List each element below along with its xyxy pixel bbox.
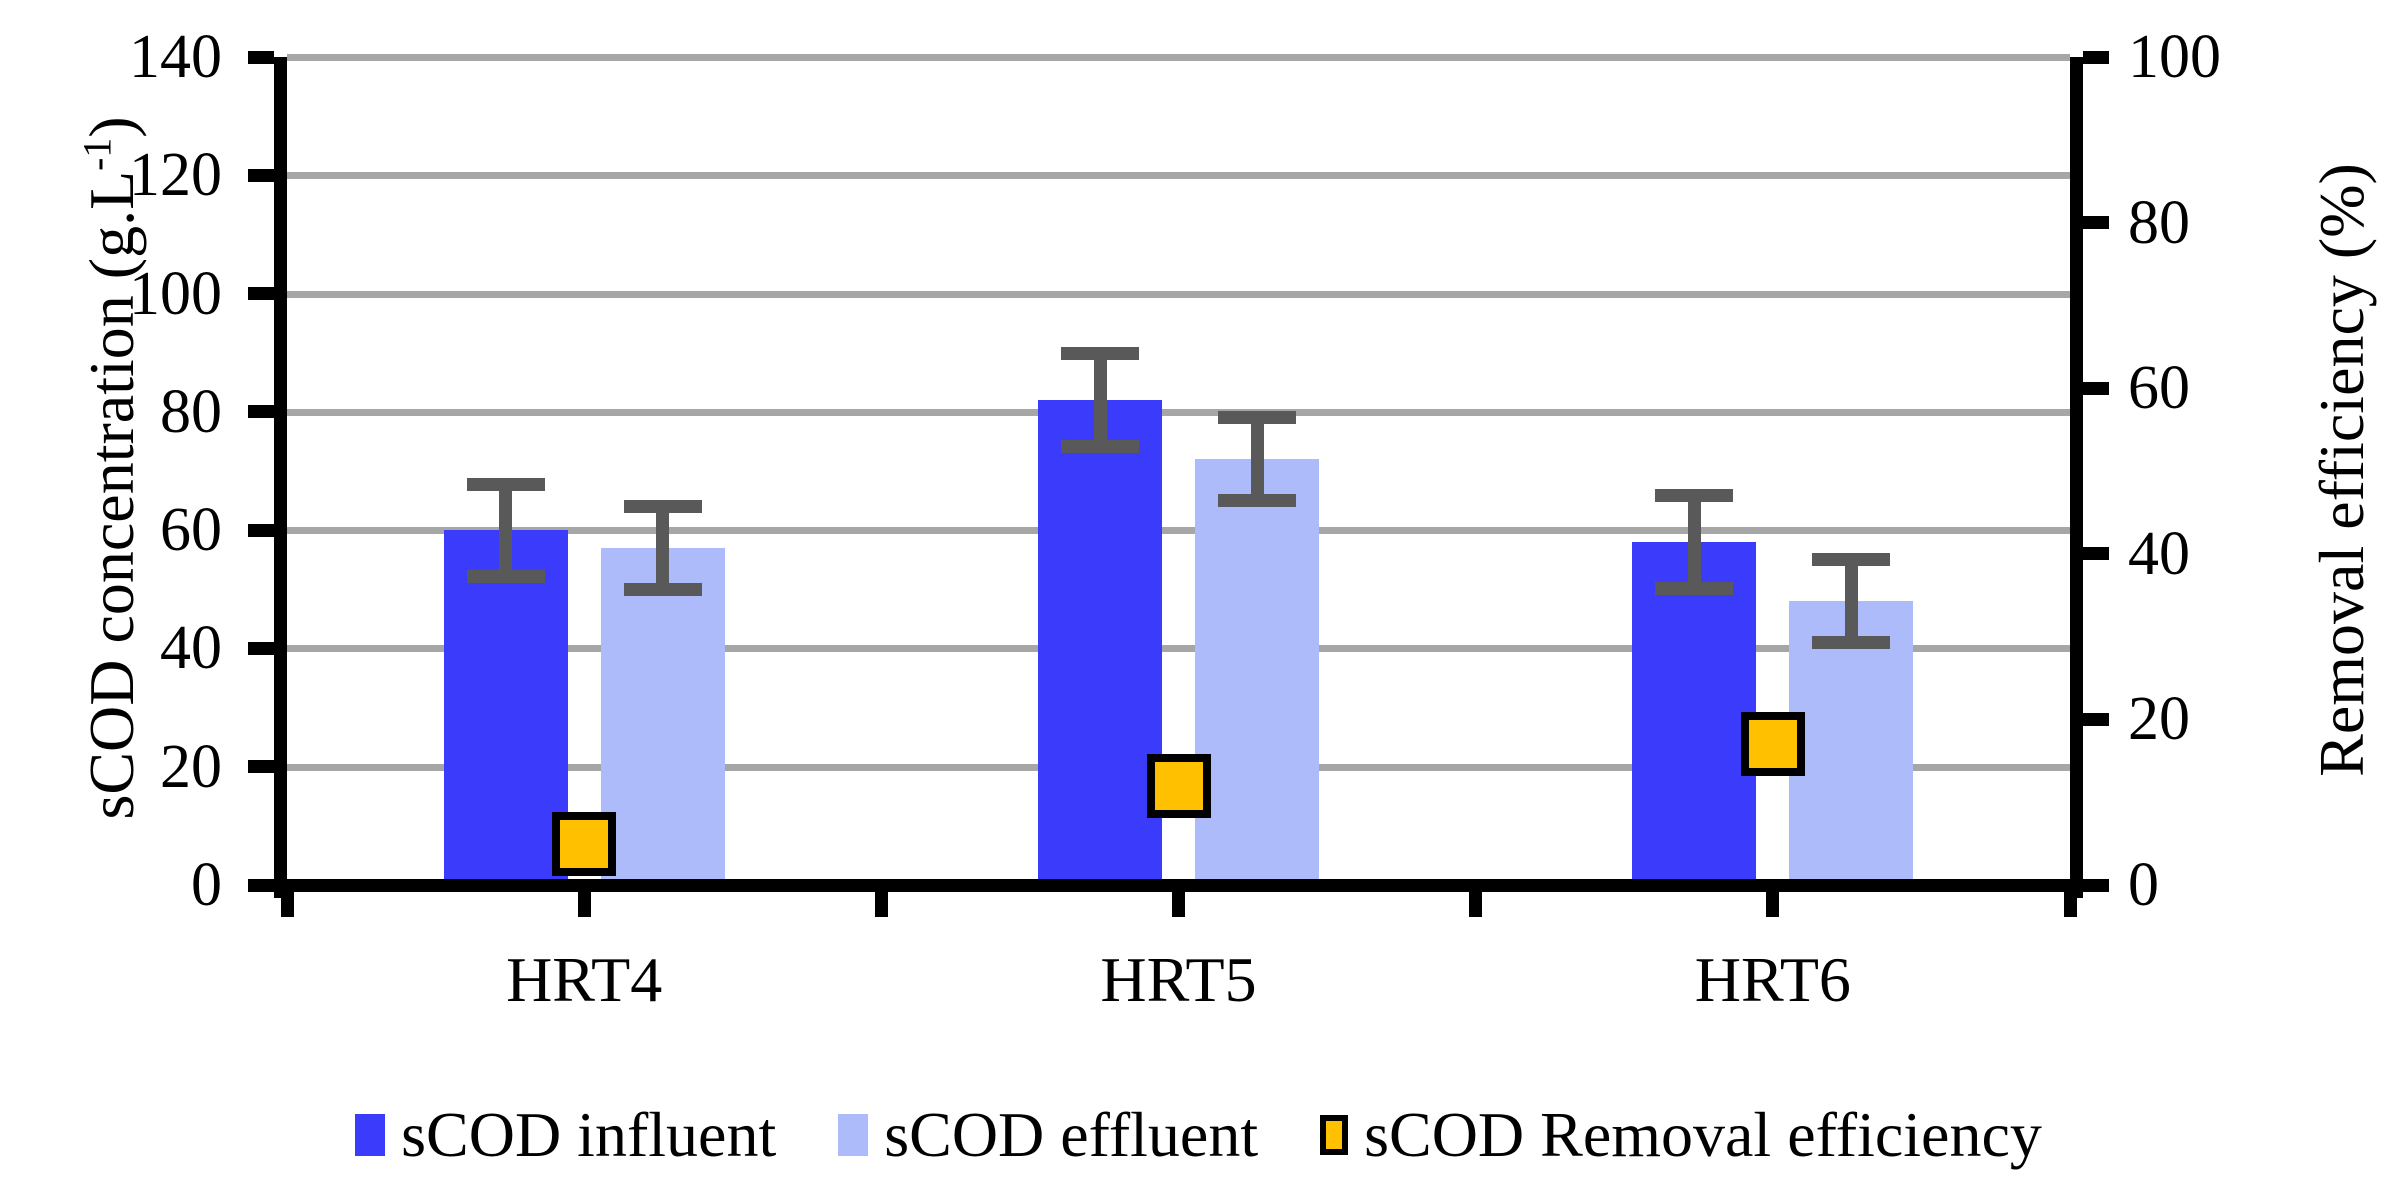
left-axis-tick (248, 878, 274, 892)
x-axis-tick (1766, 892, 1780, 917)
left-axis-title-close: ) (76, 116, 147, 138)
right-axis-tick (2083, 216, 2109, 230)
error-bar-cap (623, 499, 702, 513)
gridline (287, 408, 2070, 416)
bar-influent-HRT6 (1632, 541, 1757, 885)
left-axis-tick (248, 760, 274, 774)
error-bar-line (1687, 495, 1701, 589)
x-axis-tick (874, 892, 888, 917)
removal-marker-HRT5 (1146, 753, 1211, 818)
right-axis-line (2070, 57, 2083, 898)
gridline (287, 527, 2070, 535)
category-label-HRT6: HRT6 (1694, 944, 1851, 1015)
left-axis-title: sCOD concentration (g.L-1) (76, 116, 147, 819)
right-axis-tick-label: 0 (2128, 851, 2159, 919)
right-axis-tick-label: 40 (2128, 519, 2190, 588)
bar-effluent-HRT5 (1195, 459, 1319, 885)
gridline (287, 172, 2070, 180)
left-axis-tick-label: 40 (160, 614, 222, 683)
right-axis-tick (2083, 50, 2109, 64)
legend: sCOD influent sCOD effluent sCOD Removal… (0, 1098, 2397, 1172)
x-axis-tick (2063, 892, 2077, 917)
legend-item-influent: sCOD influent (355, 1098, 776, 1172)
right-axis-tick-label: 80 (2128, 188, 2190, 257)
category-label-HRT5: HRT5 (1100, 944, 1257, 1015)
left-axis-tick (248, 641, 274, 655)
left-axis-tick-label: 120 (129, 141, 222, 210)
legend-item-effluent: sCOD effluent (838, 1098, 1258, 1172)
error-bar-cap (1061, 439, 1139, 453)
x-axis-tick (1469, 892, 1483, 917)
left-axis-tick-label: 20 (160, 732, 222, 801)
gridline (287, 645, 2070, 653)
error-bar-cap (1218, 411, 1296, 425)
removal-marker-swatch (1320, 1115, 1349, 1155)
error-bar-cap (1812, 636, 1891, 649)
legend-item-removal: sCOD Removal efficiency (1320, 1098, 2042, 1172)
x-axis-tick (577, 892, 591, 917)
error-bar-cap (1812, 553, 1891, 567)
left-axis-tick (248, 168, 274, 182)
bar-effluent-HRT4 (600, 547, 725, 885)
error-bar-line (499, 484, 513, 577)
gridline (287, 290, 2070, 298)
right-axis-title-text: Removal efficiency (%) (2306, 163, 2377, 777)
error-bar-cap (466, 477, 545, 491)
bar-influent-HRT5 (1038, 400, 1162, 885)
legend-label-removal: sCOD Removal efficiency (1364, 1099, 2042, 1170)
left-axis-tick (248, 523, 274, 537)
error-bar-cap (1218, 494, 1296, 508)
legend-label-effluent: sCOD effluent (884, 1099, 1259, 1170)
left-axis-tick-label: 140 (129, 23, 222, 91)
x-axis-tick (1172, 892, 1185, 917)
left-axis-tick (248, 405, 274, 419)
right-axis-tick-label: 20 (2128, 685, 2190, 754)
error-bar-cap (1061, 347, 1139, 361)
error-bar-line (656, 506, 670, 590)
right-axis-tick-label: 60 (2128, 354, 2190, 423)
error-bar-cap (1655, 489, 1734, 503)
left-axis-tick-label: 0 (191, 851, 222, 919)
removal-marker-HRT6 (1740, 712, 1805, 777)
left-axis-tick-label: 100 (129, 259, 222, 328)
right-axis-tick (2083, 712, 2109, 726)
error-bar-line (1844, 559, 1858, 643)
error-bar-cap (1655, 581, 1734, 595)
error-bar-line (1093, 353, 1107, 447)
legend-label-influent: sCOD influent (401, 1099, 777, 1170)
right-axis-tick (2083, 878, 2109, 892)
left-axis-tick-label: 80 (160, 377, 222, 446)
right-axis-tick (2083, 381, 2109, 395)
left-axis-line (274, 57, 287, 898)
category-label-HRT4: HRT4 (506, 944, 663, 1015)
effluent-swatch (838, 1114, 869, 1156)
bar-influent-HRT4 (443, 530, 568, 885)
x-axis-tick (280, 892, 294, 917)
gridline (287, 54, 2070, 61)
right-axis-title: Removal efficiency (%) (2306, 163, 2377, 777)
left-axis-tick (248, 287, 274, 301)
influent-swatch (355, 1114, 386, 1156)
error-bar-cap (623, 582, 702, 596)
left-axis-tick-label: 60 (160, 496, 222, 565)
error-bar-cap (466, 569, 545, 583)
error-bar-line (1250, 417, 1264, 501)
x-axis-line (274, 879, 2083, 892)
left-axis-tick (248, 50, 274, 64)
right-axis-tick (2083, 547, 2109, 561)
right-axis-tick-label: 100 (2128, 23, 2221, 91)
removal-marker-HRT4 (552, 811, 617, 876)
